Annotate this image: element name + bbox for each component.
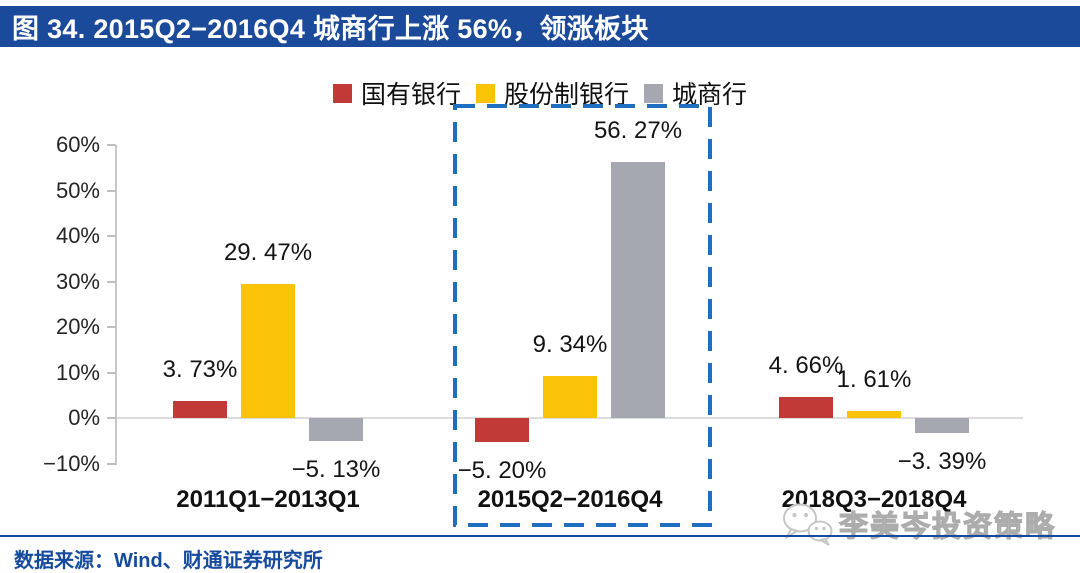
legend-swatch <box>332 83 352 103</box>
bar-value-label: −3. 39% <box>897 448 987 475</box>
y-tick-mark <box>107 326 116 328</box>
legend-item: 国有银行 <box>332 75 461 111</box>
bar-value-label: 3. 73% <box>162 356 238 383</box>
zero-gridline <box>117 417 1023 419</box>
bar-value-label: 9. 34% <box>532 331 608 358</box>
y-tick-label: 50% <box>55 177 100 203</box>
bar <box>915 418 969 433</box>
bar <box>475 418 529 442</box>
y-tick-label: 10% <box>55 359 100 385</box>
y-tick-mark <box>107 462 116 465</box>
bar-value-label: 29. 47% <box>223 239 313 266</box>
watermark: 李美岑投资策略 <box>781 502 1056 546</box>
wechat-icon <box>782 503 833 546</box>
source-divider <box>0 535 1080 537</box>
bar <box>847 411 901 418</box>
highlight-box <box>453 104 712 527</box>
y-tick-mark <box>107 371 116 374</box>
y-tick-label: −10% <box>43 450 100 476</box>
figure-title-bar: 图 34. 2015Q2−2016Q4 城商行上涨 56%，领涨板块 <box>0 6 1080 47</box>
y-tick-mark <box>107 235 116 237</box>
y-tick-mark <box>107 189 116 192</box>
y-tick-mark <box>107 144 116 146</box>
y-tick-label: 30% <box>55 268 100 294</box>
legend-label: 国有银行 <box>360 80 461 109</box>
y-tick-label: 0% <box>68 405 100 430</box>
bar-value-label: −5. 13% <box>291 456 381 483</box>
y-tick-label: 20% <box>55 314 100 339</box>
legend: 国有银行 股份制银行 城商行 <box>0 75 1080 111</box>
bar <box>779 397 833 418</box>
watermark-text: 李美岑投资策略 <box>838 510 1056 543</box>
bar <box>543 376 597 418</box>
bar-value-label: 1. 61% <box>836 366 912 393</box>
y-tick-label: 60% <box>55 132 100 157</box>
y-tick-label: 40% <box>55 223 100 248</box>
legend-swatch <box>475 83 495 103</box>
y-axis-line <box>115 145 117 465</box>
bar <box>241 284 295 418</box>
bar-value-label: −5. 20% <box>457 457 547 484</box>
legend-swatch <box>644 83 663 103</box>
category-label: 2011Q1−2013Q1 <box>176 486 360 513</box>
y-tick-mark <box>107 280 116 283</box>
bar <box>611 162 665 418</box>
bar <box>173 401 227 418</box>
bar-value-label: 4. 66% <box>768 352 844 379</box>
bar <box>309 418 363 441</box>
bar-value-label: 56. 27% <box>593 117 683 144</box>
figure-title: 图 34. 2015Q2−2016Q4 城商行上涨 56%，领涨板块 <box>12 14 649 44</box>
category-label: 2015Q2−2016Q4 <box>477 486 663 513</box>
data-source-text: 数据来源：Wind、财通证券研究所 <box>14 550 323 572</box>
y-tick-mark <box>107 417 116 419</box>
